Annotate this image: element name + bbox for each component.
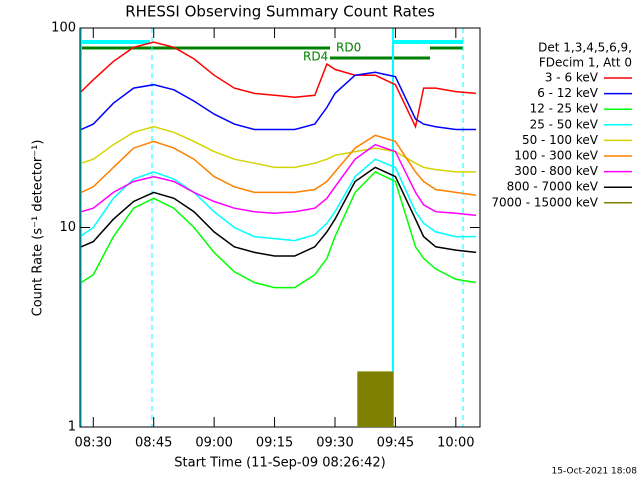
x-tick-label: 09:15 bbox=[256, 436, 293, 451]
series-line bbox=[80, 41, 477, 130]
series-line bbox=[80, 158, 476, 242]
series-line bbox=[80, 143, 477, 217]
y-tick-label: 10 bbox=[59, 220, 76, 235]
annotation: RD0 bbox=[336, 41, 361, 55]
series-line bbox=[80, 166, 477, 257]
legend-label: 800 - 7000 keV bbox=[507, 180, 599, 194]
legend-label: 50 - 100 keV bbox=[522, 133, 599, 147]
y-tick-label: 1 bbox=[68, 420, 76, 435]
series-line bbox=[80, 71, 476, 131]
x-tick-label: 09:45 bbox=[377, 436, 414, 451]
annotation: RD4 bbox=[303, 50, 328, 64]
x-tick-label: 08:45 bbox=[135, 436, 172, 451]
legend-header: Det 1,3,4,5,6,9, bbox=[538, 41, 632, 55]
x-tick-label: 08:30 bbox=[75, 436, 112, 451]
legend-label: 12 - 25 keV bbox=[530, 102, 599, 116]
series-line bbox=[80, 170, 477, 289]
footer: 15-Oct-2021 18:08 bbox=[552, 467, 638, 477]
x-tick-label: 09:00 bbox=[195, 436, 232, 451]
legend-label: 25 - 50 keV bbox=[530, 117, 599, 131]
x-axis-label: Start Time (11-Sep-09 08:26:42) bbox=[174, 456, 385, 471]
chart-title: RHESSI Observing Summary Count Rates bbox=[125, 3, 435, 21]
y-axis-label: Count Rate (s⁻¹ detector⁻¹) bbox=[31, 140, 46, 317]
legend-label: 300 - 800 keV bbox=[514, 164, 598, 178]
series-line bbox=[80, 125, 476, 173]
x-tick-label: 09:30 bbox=[316, 436, 353, 451]
series-segment bbox=[357, 371, 394, 427]
legend-header: FDecim 1, Att 0 bbox=[539, 56, 632, 70]
legend-label: 100 - 300 keV bbox=[514, 149, 598, 163]
series-line bbox=[80, 134, 477, 197]
legend-label: 6 - 12 keV bbox=[537, 86, 599, 100]
legend-label: 7000 - 15000 keV bbox=[491, 195, 598, 209]
x-tick-label: 10:00 bbox=[437, 436, 474, 451]
legend-label: 3 - 6 keV bbox=[545, 71, 599, 85]
y-tick-label: 100 bbox=[51, 21, 76, 36]
